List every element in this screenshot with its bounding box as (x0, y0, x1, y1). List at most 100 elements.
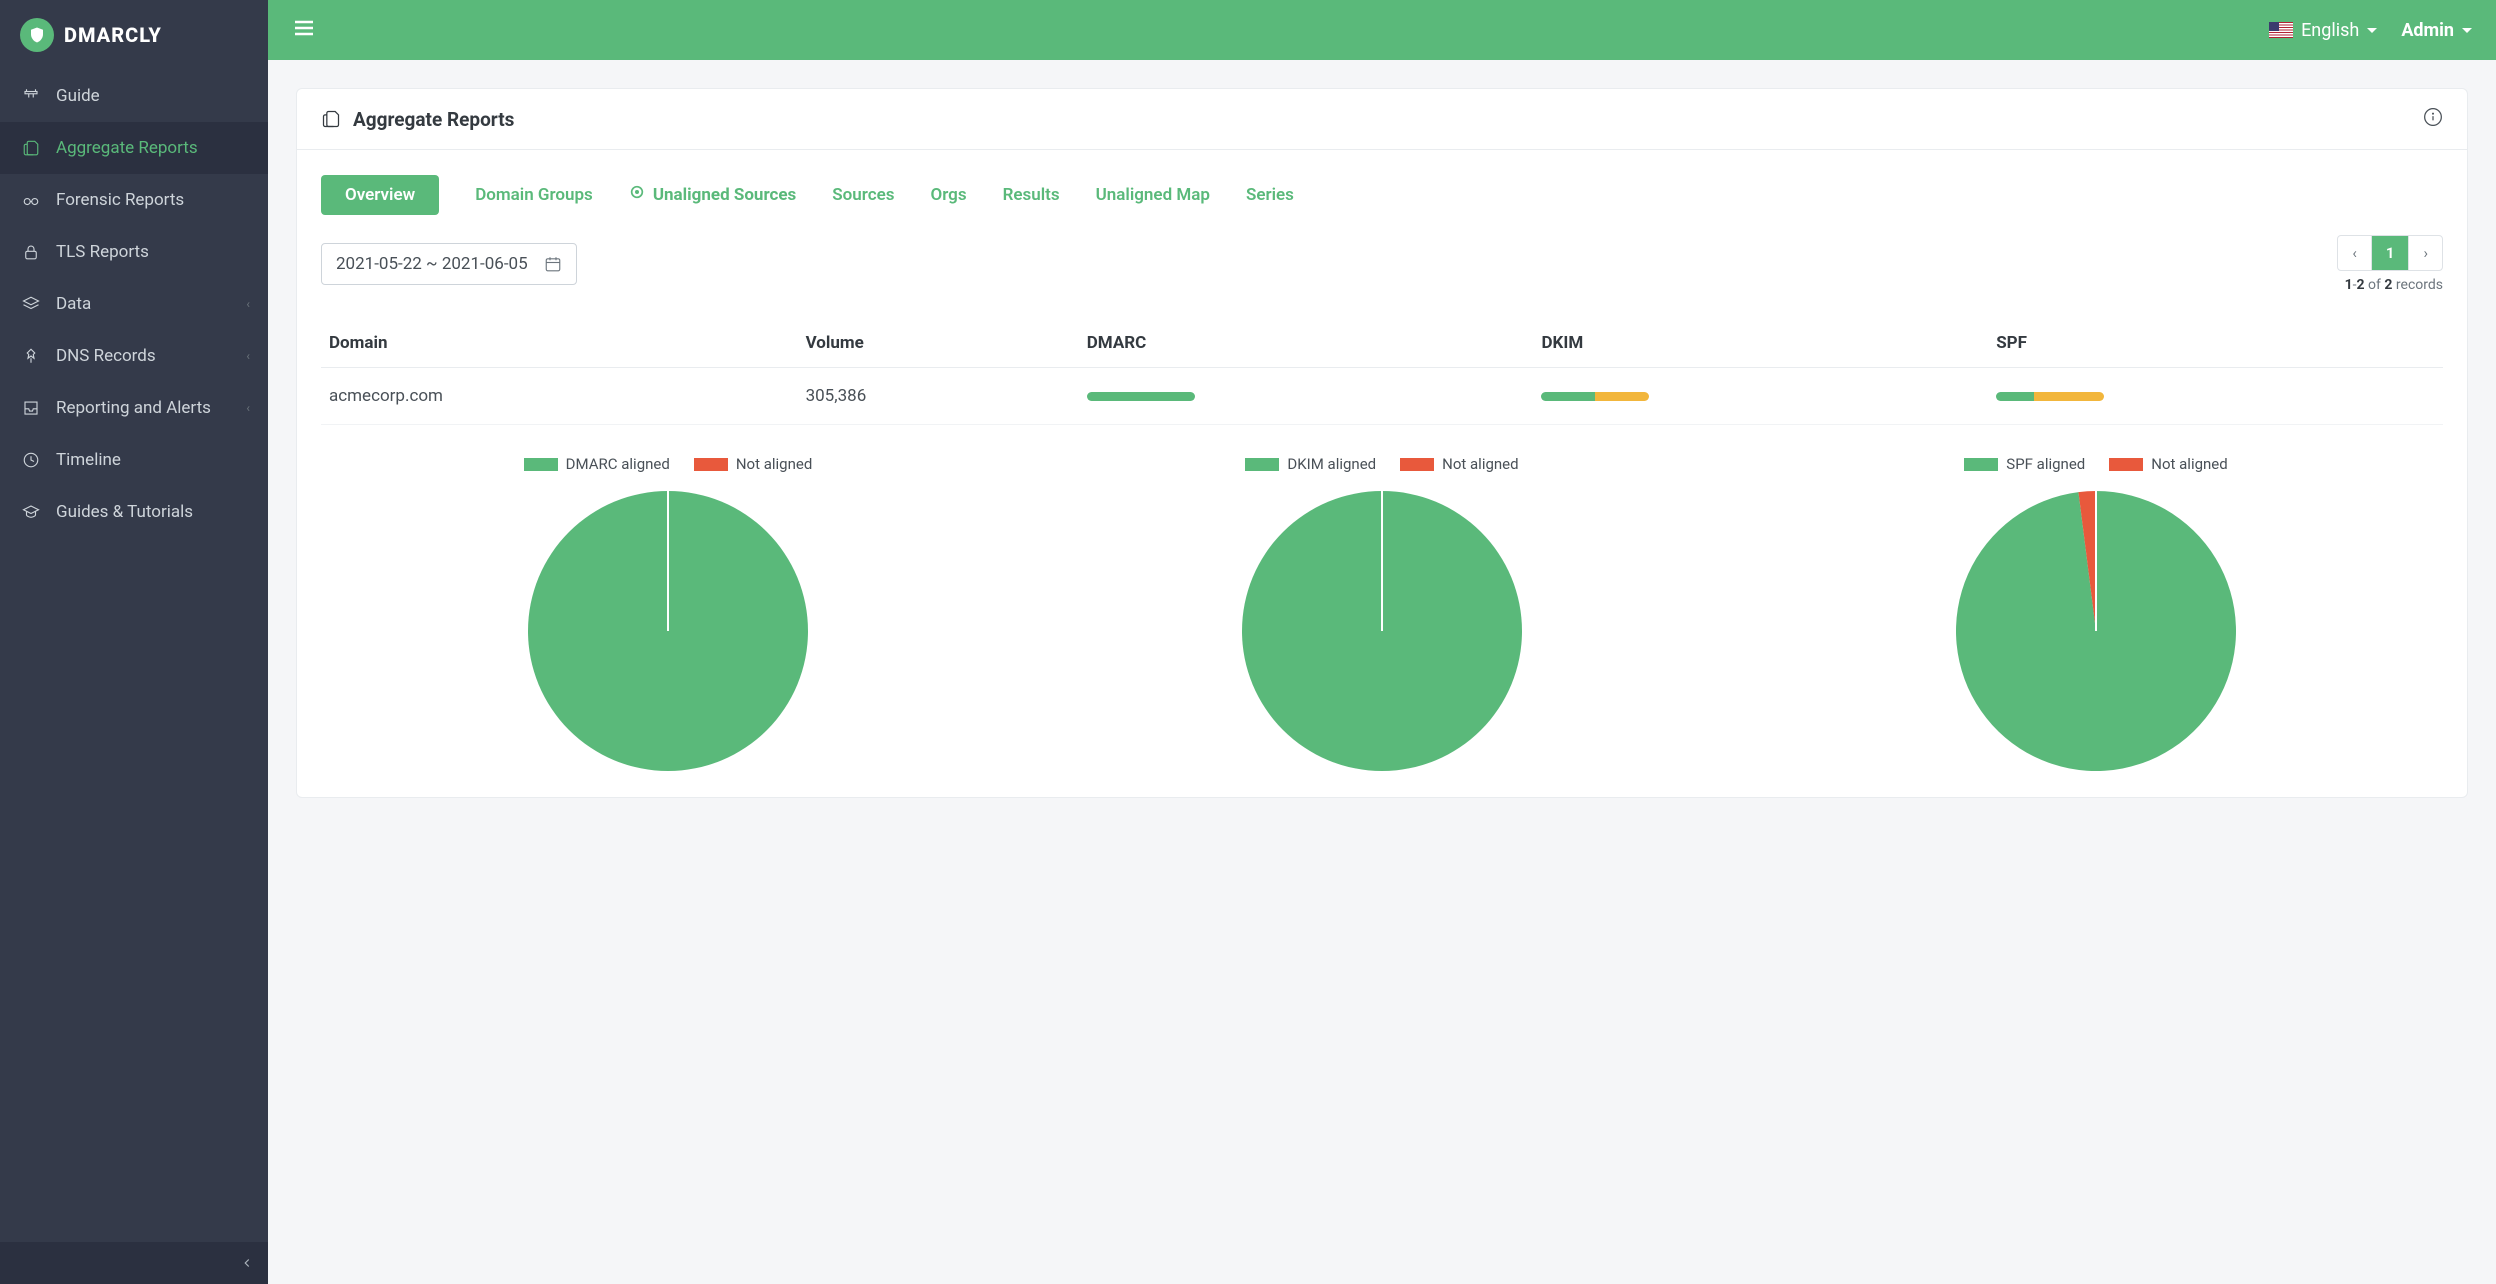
tab-sources[interactable]: Sources (832, 175, 894, 215)
tab-domain-groups[interactable]: Domain Groups (475, 175, 593, 215)
progress-bar (1541, 392, 1649, 401)
tab-label: Results (1003, 185, 1060, 205)
column-header: Domain (321, 319, 798, 368)
tab-label: Series (1246, 185, 1294, 205)
tabs: Overview Domain Groups Unaligned Sources So… (321, 174, 2443, 215)
legend-item: Not aligned (1400, 455, 1518, 473)
tab-label: Domain Groups (475, 185, 593, 205)
sidebar-item-label: Reporting and Alerts (56, 398, 211, 418)
sidebar-item-aggregate-reports[interactable]: Aggregate Reports (0, 122, 268, 174)
legend-item: DKIM aligned (1245, 455, 1376, 473)
tab-overview[interactable]: Overview (321, 175, 439, 215)
sidebar-item-dns-records[interactable]: DNS Records‹ (0, 330, 268, 382)
date-range-picker[interactable]: 2021-05-22 ~ 2021-06-05 (321, 243, 577, 285)
language-label: English (2301, 20, 2359, 41)
progress-bar (1996, 392, 2104, 401)
chevron-left-icon: ‹ (246, 401, 250, 415)
glasses-icon (22, 191, 40, 209)
sidebar-item-guide[interactable]: Guide (0, 70, 268, 122)
legend-label: DKIM aligned (1287, 455, 1376, 473)
lock-icon (22, 243, 40, 261)
legend-label: Not aligned (736, 455, 812, 473)
tab-unaligned-sources[interactable]: Unaligned Sources (629, 174, 796, 215)
sidebar-item-label: Data (56, 294, 91, 314)
page-prev[interactable]: ‹ (2338, 236, 2372, 270)
page-number[interactable]: 1 (2372, 236, 2410, 270)
controls-row: 2021-05-22 ~ 2021-06-05 ‹ 1 › 1-2 (321, 235, 2443, 293)
legend-label: Not aligned (1442, 455, 1518, 473)
table-row[interactable]: acmecorp.com305,386 (321, 368, 2443, 425)
language-switcher[interactable]: English (2269, 20, 2377, 41)
tab-unaligned-map[interactable]: Unaligned Map (1096, 175, 1210, 215)
tab-label: Orgs (931, 185, 967, 205)
pie-svg (1240, 489, 1524, 773)
grad-icon (22, 503, 40, 521)
sidebar-item-forensic-reports[interactable]: Forensic Reports (0, 174, 268, 226)
tab-label: Sources (832, 185, 894, 205)
sidebar-nav: Guide Aggregate Reports Forensic Reports TL… (0, 70, 268, 1242)
sidebar-item-label: TLS Reports (56, 242, 149, 262)
sidebar-item-label: DNS Records (56, 346, 156, 366)
files-icon (22, 139, 40, 157)
chevron-left-icon: ‹ (246, 297, 250, 311)
topbar-right: English Admin (2269, 20, 2472, 41)
tab-orgs[interactable]: Orgs (931, 175, 967, 215)
column-header: Volume (798, 319, 1079, 368)
pie-chart: DMARC aligned Not aligned (321, 455, 1015, 773)
topbar: English Admin (268, 0, 2496, 60)
logo-area: DMARCLY (0, 0, 268, 70)
info-icon[interactable] (2423, 107, 2443, 131)
progress-bar (1087, 392, 1195, 401)
records-summary: 1-2 of 2 records (2337, 277, 2443, 293)
pie-svg (1954, 489, 2238, 773)
pagination-wrap: ‹ 1 › 1-2 of 2 records (2337, 235, 2443, 293)
target-icon (629, 184, 645, 205)
cell-dkim (1533, 368, 1988, 425)
sidebar: DMARCLY Guide Aggregate Reports Forensic R… (0, 0, 268, 1284)
tab-series[interactable]: Series (1246, 175, 1294, 215)
chart-legend: SPF aligned Not aligned (1964, 455, 2227, 473)
page-title: Aggregate Reports (321, 108, 514, 131)
pin-icon (22, 347, 40, 365)
sidebar-item-label: Forensic Reports (56, 190, 184, 210)
sidebar-item-guides-tutorials[interactable]: Guides & Tutorials (0, 486, 268, 538)
tab-results[interactable]: Results (1003, 175, 1060, 215)
user-label: Admin (2401, 20, 2454, 41)
caret-down-icon (2462, 28, 2472, 33)
clock-icon (22, 451, 40, 469)
sidebar-item-label: Guide (56, 86, 100, 106)
pie-chart: DKIM aligned Not aligned (1035, 455, 1729, 773)
card-header: Aggregate Reports (297, 89, 2467, 150)
cell-dmarc (1079, 368, 1534, 425)
sidebar-collapse[interactable] (0, 1242, 268, 1284)
hamburger-icon[interactable] (292, 16, 316, 44)
sidebar-item-reporting-and-alerts[interactable]: Reporting and Alerts ‹ (0, 382, 268, 434)
chart-legend: DKIM aligned Not aligned (1245, 455, 1518, 473)
card-body: Overview Domain Groups Unaligned Sources So… (297, 150, 2467, 797)
sidebar-item-data[interactable]: Data ‹ (0, 278, 268, 330)
legend-item: DMARC aligned (524, 455, 670, 473)
flag-us-icon (2269, 22, 2293, 38)
pagination: ‹ 1 › (2337, 235, 2443, 271)
logo-text: DMARCLY (64, 23, 162, 47)
chart-legend: DMARC aligned Not aligned (524, 455, 813, 473)
sidebar-item-label: Guides & Tutorials (56, 502, 193, 522)
sidebar-item-label: Timeline (56, 450, 121, 470)
cell-spf (1988, 368, 2443, 425)
date-range-text: 2021-05-22 ~ 2021-06-05 (336, 254, 528, 274)
legend-label: SPF aligned (2006, 455, 2085, 473)
sidebar-item-timeline[interactable]: Timeline (0, 434, 268, 486)
pie-chart: SPF aligned Not aligned (1749, 455, 2443, 773)
column-header: DKIM (1533, 319, 1988, 368)
column-header: SPF (1988, 319, 2443, 368)
page-next[interactable]: › (2409, 236, 2442, 270)
legend-item: Not aligned (2109, 455, 2227, 473)
page-title-text: Aggregate Reports (353, 108, 514, 131)
cell-domain: acmecorp.com (321, 368, 798, 425)
sidebar-item-label: Aggregate Reports (56, 138, 198, 158)
logo-badge-icon (20, 18, 54, 52)
user-menu[interactable]: Admin (2401, 20, 2472, 41)
legend-label: DMARC aligned (566, 455, 670, 473)
sidebar-item-tls-reports[interactable]: TLS Reports (0, 226, 268, 278)
cell-volume: 305,386 (798, 368, 1079, 425)
